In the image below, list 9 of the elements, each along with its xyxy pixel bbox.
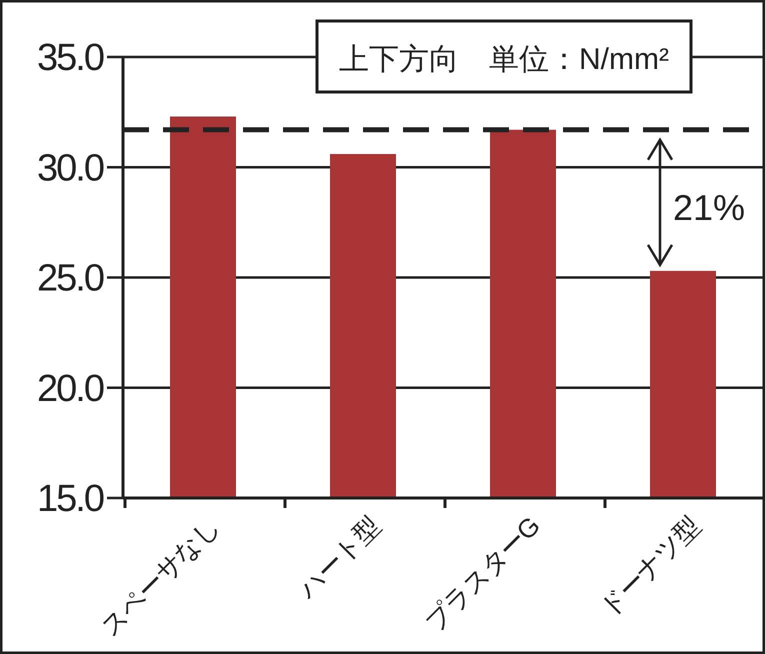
annotation: 21% — [673, 187, 746, 228]
y-tick-label: 25.0 — [37, 258, 104, 300]
x-tick-label: プラスターG — [419, 511, 546, 638]
y-tick-label: 30.0 — [37, 147, 104, 190]
y-tick-label: 20.0 — [37, 368, 104, 410]
x-tick-label: ドーナツ型 — [594, 511, 706, 623]
y-tick-label: 35.0 — [37, 37, 104, 79]
x-tick-label: ハート型 — [291, 511, 386, 606]
chart-title: 上下方向 単位：N/mm² — [339, 43, 669, 76]
